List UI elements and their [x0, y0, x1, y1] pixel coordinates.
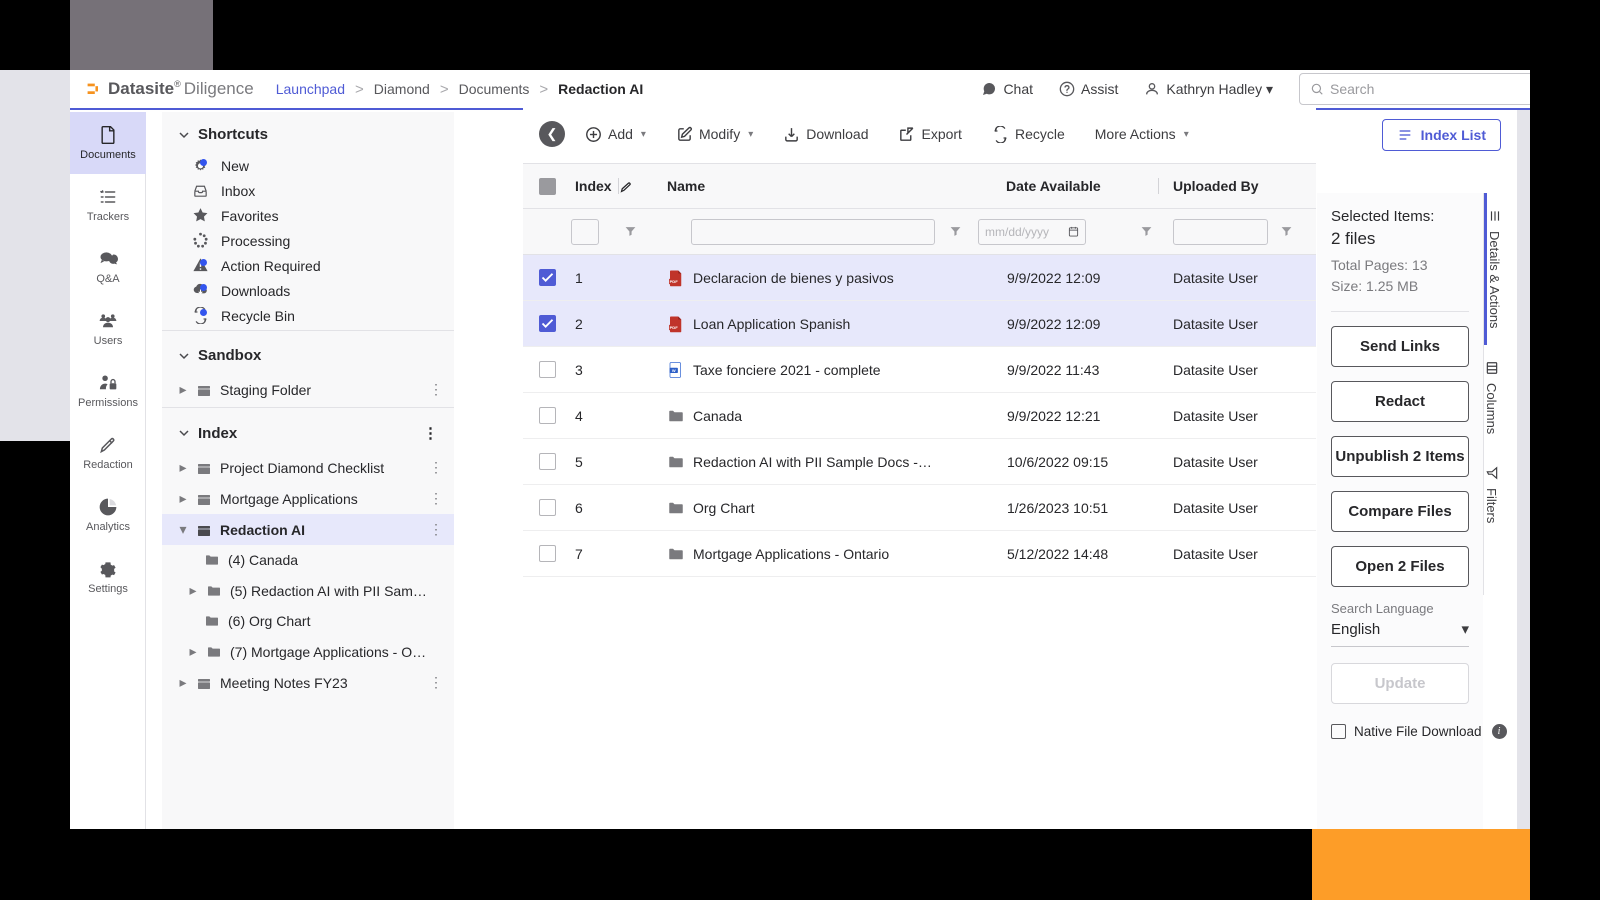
svg-text:PDF: PDF [670, 325, 679, 330]
svg-text:W: W [672, 367, 676, 372]
svg-text:PDF: PDF [670, 279, 679, 284]
